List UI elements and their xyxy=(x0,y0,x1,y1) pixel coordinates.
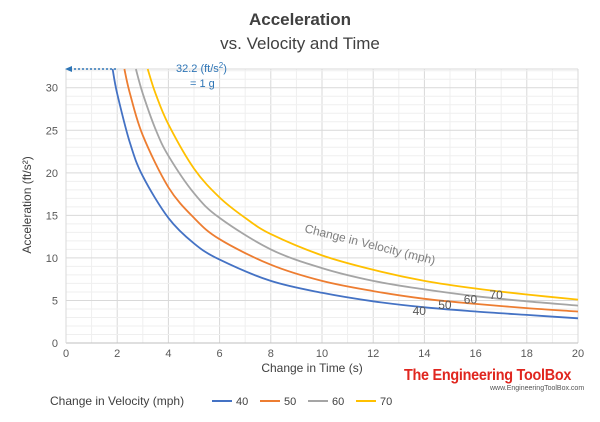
y-tick-label: 10 xyxy=(46,253,58,265)
series-line-70 xyxy=(146,68,579,301)
brand-url: www.EngineeringToolBox.com xyxy=(490,385,585,392)
y-tick-label: 25 xyxy=(46,125,58,137)
x-tick-label: 18 xyxy=(521,348,533,360)
series-end-label-70: 70 xyxy=(489,288,503,302)
series-end-label-50: 50 xyxy=(438,298,452,312)
grid xyxy=(65,68,579,344)
series-end-label-60: 60 xyxy=(464,293,478,307)
legend-label-40: 40 xyxy=(236,396,248,408)
legend-label-50: 50 xyxy=(284,396,296,408)
legend-label-60: 60 xyxy=(332,396,344,408)
series-line-50 xyxy=(123,68,579,313)
x-tick-label: 20 xyxy=(572,348,584,360)
series-line-60 xyxy=(135,68,579,307)
legend-title: Change in Velocity (mph) xyxy=(50,394,184,408)
x-tick-label: 2 xyxy=(114,348,120,360)
series-line-40 xyxy=(111,68,579,320)
x-tick-label: 12 xyxy=(367,348,379,360)
x-tick-label: 10 xyxy=(316,348,328,360)
legend: 40 50 60 70 xyxy=(212,396,392,408)
chart-subtitle: vs. Velocity and Time xyxy=(220,34,380,53)
x-tick-label: 8 xyxy=(268,348,274,360)
axes: 0 2 4 6 8 10 12 14 16 18 20 0 5 10 15 20 25 30 xyxy=(46,69,584,360)
series-end-label-40: 40 xyxy=(413,304,427,318)
curve-note: Change in Velocity (mph) xyxy=(303,221,436,267)
legend-label-70: 70 xyxy=(380,396,392,408)
brand-logo: The Engineering ToolBox www.EngineeringT… xyxy=(404,367,584,392)
x-tick-label: 0 xyxy=(63,348,69,360)
y-axis-label: Acceleration (ft/s²) xyxy=(20,156,34,253)
brand-name: The Engineering ToolBox xyxy=(404,367,572,384)
y-tick-label: 0 xyxy=(52,338,58,350)
x-tick-label: 6 xyxy=(217,348,223,360)
chart-title: Acceleration xyxy=(249,10,351,29)
end-labels: 40 50 60 70 xyxy=(413,288,503,318)
one-g-annotation: 32.2 (ft/s2) xyxy=(176,61,227,75)
y-tick-label: 30 xyxy=(46,83,58,95)
one-g-annotation-line2: = 1 g xyxy=(190,78,215,90)
x-tick-label: 16 xyxy=(469,348,481,360)
x-tick-label: 4 xyxy=(165,348,171,360)
y-tick-label: 15 xyxy=(46,210,58,222)
y-tick-label: 5 xyxy=(52,295,58,307)
one-g-arrowhead xyxy=(65,66,72,72)
series-layer xyxy=(111,68,579,320)
x-axis-label: Change in Time (s) xyxy=(261,361,362,375)
y-tick-label: 20 xyxy=(46,168,58,180)
x-tick-label: 14 xyxy=(418,348,430,360)
